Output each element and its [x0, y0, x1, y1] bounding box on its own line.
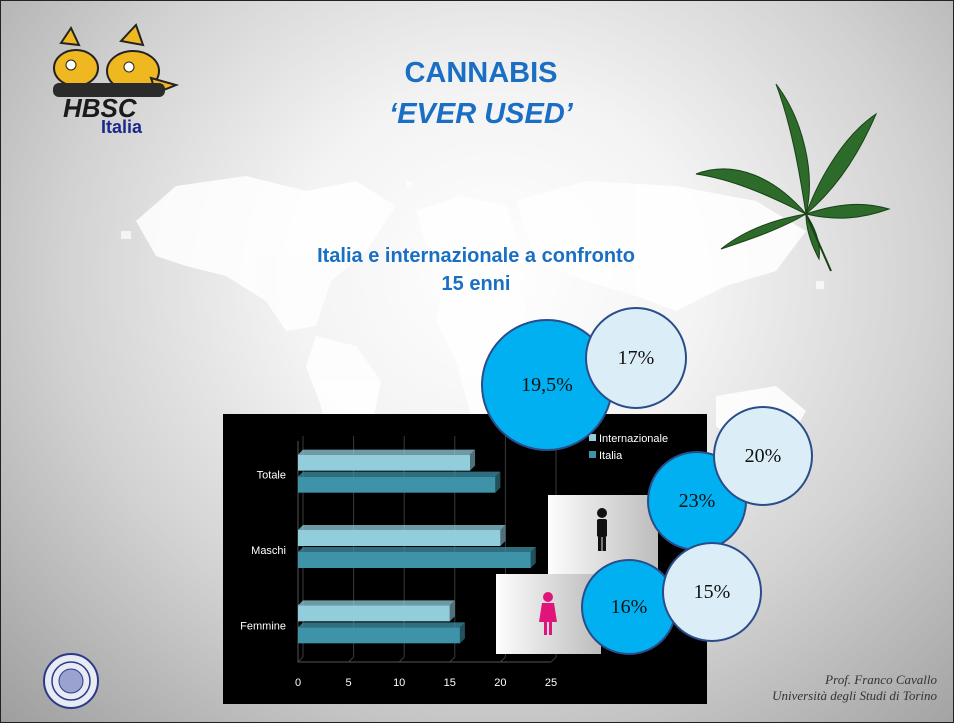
category-label: Totale — [257, 470, 286, 482]
bar-italia-femmine — [298, 627, 460, 644]
gridline-foot — [398, 656, 405, 663]
bar-internazionale-totale — [298, 454, 471, 471]
subtitle-line-1: Italia e internazionale a confronto — [317, 245, 635, 267]
slide-title: CANNABIS — [404, 57, 558, 89]
bar-top-internazionale — [298, 600, 455, 606]
x-tick-label: 25 — [545, 677, 557, 689]
category-label: Maschi — [251, 545, 286, 557]
gridline-foot — [297, 656, 304, 663]
legend-label: Internazionale — [599, 433, 668, 445]
bubble-maschi-internazionale: 20% — [713, 406, 813, 506]
bar-internazionale-maschi — [298, 530, 501, 546]
bar-top-internazionale — [298, 449, 476, 455]
bar-side-internazionale — [500, 525, 506, 546]
category-label: Femmine — [240, 620, 286, 632]
x-tick-label: 10 — [393, 677, 405, 689]
slide-title-sub: ‘EVER USED’ — [389, 98, 573, 130]
bar-internazionale-femmine — [298, 605, 450, 622]
subtitle-line-2: 15 enni — [441, 273, 511, 295]
gridline-foot — [500, 656, 506, 663]
bar-italia-maschi — [298, 552, 531, 568]
hbsc-italia-logo: HBSC Italia — [41, 23, 191, 143]
bar-top-internazionale — [298, 525, 506, 530]
author-name: Prof. Franco Cavallo — [825, 672, 937, 687]
gridline-foot — [348, 656, 354, 663]
bubble-femmine-italia: 16% — [581, 559, 677, 655]
legend-label: Italia — [599, 450, 623, 462]
author-credit: Prof. Franco Cavallo Università degli St… — [772, 672, 937, 704]
bar-top-italia — [298, 471, 501, 477]
legend-swatch — [589, 434, 596, 441]
bubble-femmine-internazionale: 15% — [662, 542, 762, 642]
legend-swatch — [589, 451, 596, 458]
bar-side-italia — [459, 622, 465, 644]
x-tick-label: 15 — [444, 677, 456, 689]
bubble-totale-internazionale: 17% — [585, 307, 687, 409]
bar-side-internazionale — [449, 600, 455, 622]
author-affiliation: Università degli Studi di Torino — [772, 688, 937, 703]
bar-side-italia — [495, 471, 501, 493]
bar-side-italia — [530, 547, 536, 568]
logo-mascots-icon — [53, 23, 180, 97]
x-tick-label: 20 — [494, 677, 506, 689]
bar-top-italia — [298, 547, 536, 552]
university-seal-icon — [43, 653, 99, 709]
bar-italia-totale — [298, 476, 496, 493]
logo-text: HBSC — [63, 93, 137, 123]
chart-subtitle: Italia e internazionale a confronto 15 e… — [271, 242, 681, 298]
bar-side-internazionale — [470, 449, 476, 471]
gridline-foot — [550, 656, 557, 663]
male-figure-icon — [597, 508, 607, 551]
logo-subtext: Italia — [101, 117, 143, 137]
x-tick-label: 0 — [295, 677, 301, 689]
cannabis-leaf-icon — [695, 83, 891, 272]
bar-top-italia — [298, 622, 465, 628]
gridline-foot — [449, 656, 456, 663]
female-figure-icon — [539, 592, 557, 635]
bar-chart-svg: 0 5 10 15 20 25 Totale Maschi Femmine Internazion… — [240, 433, 668, 689]
x-tick-label: 5 — [346, 677, 352, 689]
